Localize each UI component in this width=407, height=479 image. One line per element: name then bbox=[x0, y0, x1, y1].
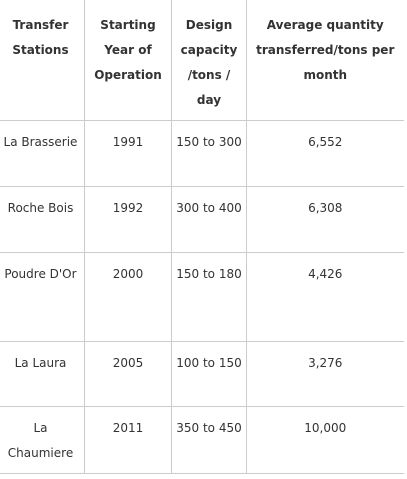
station-cell: Poudre D'Or bbox=[0, 252, 85, 342]
station-cell: La Brasserie bbox=[0, 120, 85, 187]
average-cell: 6,308 bbox=[246, 186, 404, 253]
year-cell: 2005 bbox=[84, 341, 172, 407]
table-row: La Chaumiere 2011 350 to 450 10,000 bbox=[0, 406, 404, 474]
year-cell: 2000 bbox=[84, 252, 172, 342]
header-average-quantity: Average quantity transferred/tons per mo… bbox=[246, 0, 404, 121]
capacity-cell: 150 to 300 bbox=[171, 120, 247, 187]
average-cell: 3,276 bbox=[246, 341, 404, 407]
average-cell: 10,000 bbox=[246, 406, 404, 474]
station-cell: La Chaumiere bbox=[0, 406, 85, 474]
table-row: La Brasserie 1991 150 to 300 6,552 bbox=[0, 120, 404, 187]
capacity-cell: 150 to 180 bbox=[171, 252, 247, 342]
table-row: Poudre D'Or 2000 150 to 180 4,426 bbox=[0, 252, 404, 342]
year-cell: 1991 bbox=[84, 120, 172, 187]
year-cell: 1992 bbox=[84, 186, 172, 253]
year-cell: 2011 bbox=[84, 406, 172, 474]
header-starting-year: Starting Year of Operation bbox=[84, 0, 172, 121]
capacity-cell: 300 to 400 bbox=[171, 186, 247, 253]
capacity-cell: 100 to 150 bbox=[171, 341, 247, 407]
average-cell: 6,552 bbox=[246, 120, 404, 187]
capacity-cell: 350 to 450 bbox=[171, 406, 247, 474]
station-cell: La Laura bbox=[0, 341, 85, 407]
station-cell: Roche Bois bbox=[0, 186, 85, 253]
average-cell: 4,426 bbox=[246, 252, 404, 342]
table-row: La Laura 2005 100 to 150 3,276 bbox=[0, 341, 404, 407]
header-design-capacity: Design capacity /tons / day bbox=[171, 0, 247, 121]
table-row: Roche Bois 1992 300 to 400 6,308 bbox=[0, 186, 404, 253]
table-header-row: Transfer Stations Starting Year of Opera… bbox=[0, 0, 404, 121]
header-transfer-stations: Transfer Stations bbox=[0, 0, 85, 121]
